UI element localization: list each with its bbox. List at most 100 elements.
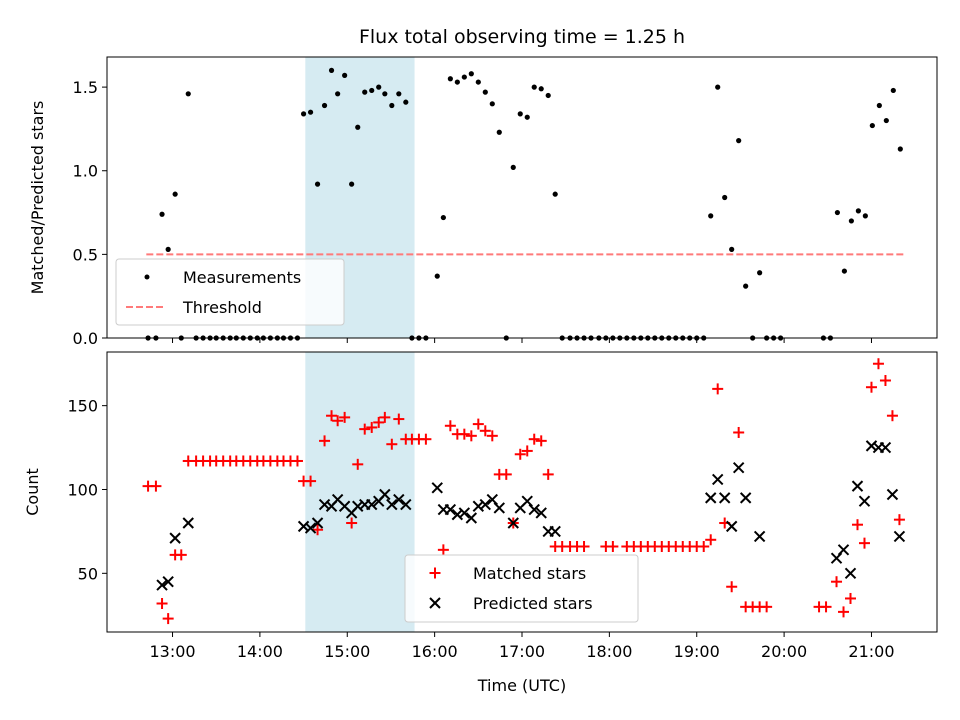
measurement-point bbox=[722, 194, 728, 201]
matched-star-point bbox=[319, 435, 331, 447]
predicted-star-point-b bbox=[851, 480, 864, 492]
legend-threshold-label: Threshold bbox=[182, 298, 262, 317]
top-y-axis-label: Matched/Predicted stars bbox=[28, 101, 47, 295]
matched-star-point bbox=[386, 438, 398, 450]
matched-star-point bbox=[175, 549, 187, 561]
predicted-star-point-b bbox=[739, 492, 752, 504]
matched-star-point bbox=[420, 433, 432, 445]
predicted-star-point bbox=[739, 492, 752, 504]
predicted-star-point-b bbox=[844, 567, 857, 580]
measurement-point bbox=[862, 213, 868, 219]
predicted-star-point bbox=[535, 507, 547, 519]
matched-star-point bbox=[514, 448, 526, 460]
matched-star-point bbox=[162, 613, 174, 625]
matched-star-point bbox=[332, 415, 344, 427]
matched-star-point bbox=[352, 458, 364, 470]
predicted-star-point-b bbox=[479, 498, 492, 511]
x-tick-label: 15:00 bbox=[324, 642, 370, 661]
matched-star-point bbox=[444, 420, 456, 432]
top-x-ticks bbox=[172, 338, 872, 343]
matched-star-point bbox=[893, 514, 905, 526]
matched-star-point bbox=[872, 358, 884, 370]
measurement-point bbox=[510, 164, 516, 170]
x-tick-label: 20:00 bbox=[761, 642, 807, 661]
matched-star-point bbox=[326, 410, 338, 422]
predicted-star-point bbox=[479, 498, 492, 511]
bottom-highlight-band bbox=[305, 352, 415, 632]
x-tick-label: 18:00 bbox=[586, 642, 632, 661]
x-tick-label: 13:00 bbox=[149, 642, 195, 661]
matched-star-point bbox=[472, 418, 484, 430]
measurement-point bbox=[890, 87, 896, 94]
y-tick-label: 50 bbox=[78, 564, 98, 583]
measurement-point bbox=[729, 246, 735, 252]
measurement-point bbox=[552, 191, 558, 197]
bottom-y-ticks: 50 100 150 bbox=[67, 397, 107, 583]
measurement-point bbox=[396, 91, 402, 97]
matched-star-point bbox=[156, 597, 168, 609]
matched-star-point bbox=[712, 383, 724, 395]
measurement-point bbox=[855, 208, 861, 214]
measurement-point bbox=[165, 246, 171, 252]
measurement-point bbox=[475, 79, 481, 85]
predicted-star-point bbox=[528, 503, 540, 516]
predicted-star-point-b bbox=[549, 525, 561, 538]
measurement-point bbox=[382, 91, 388, 97]
bottom-panel: 13:00 14:00 15:00 16:00 17:00 18:00 19:00 20:00… bbox=[23, 351, 938, 695]
predicted-star-point bbox=[851, 480, 864, 492]
predicted-stars-points bbox=[156, 440, 906, 591]
measurement-point bbox=[461, 74, 467, 80]
measurement-point bbox=[757, 270, 763, 276]
predicted-star-point-b bbox=[352, 500, 364, 512]
matched-star-point bbox=[479, 425, 491, 437]
matched-star-point bbox=[393, 413, 405, 425]
measurement-point bbox=[314, 181, 321, 187]
legend-matched-marker bbox=[429, 567, 441, 579]
x-tick-label: 14:00 bbox=[237, 642, 283, 661]
predicted-star-point bbox=[718, 492, 731, 504]
x-tick-label: 19:00 bbox=[674, 642, 720, 661]
predicted-star-point-b bbox=[732, 461, 745, 474]
measurement-point bbox=[389, 102, 395, 109]
predicted-star-point bbox=[366, 498, 378, 511]
matched-star-point bbox=[305, 475, 317, 487]
y-tick-label: 1.5 bbox=[73, 78, 98, 97]
matched-star-point bbox=[291, 455, 303, 467]
predicted-star-point bbox=[156, 579, 168, 591]
measurement-point bbox=[715, 84, 721, 90]
measurement-point bbox=[848, 218, 854, 224]
predicted-star-point bbox=[753, 530, 766, 543]
matched-star-point bbox=[359, 423, 371, 435]
measurement-point bbox=[342, 72, 348, 78]
bottom-x-ticks: 13:00 14:00 15:00 16:00 17:00 18:00 19:00 20:00… bbox=[149, 632, 895, 661]
predicted-star-point bbox=[465, 512, 478, 524]
matched-star-point bbox=[346, 517, 358, 529]
matched-star-point bbox=[845, 592, 857, 604]
matched-star-point bbox=[705, 534, 717, 546]
measurement-point bbox=[869, 122, 875, 129]
measurement-point bbox=[496, 129, 502, 135]
predicted-star-point bbox=[393, 493, 405, 506]
measurement-point bbox=[159, 211, 165, 217]
predicted-star-point-b bbox=[753, 530, 766, 543]
measurement-point bbox=[335, 91, 341, 97]
matched-star-point bbox=[865, 381, 877, 393]
predicted-star-point-b bbox=[837, 544, 850, 556]
matched-star-point bbox=[379, 411, 391, 423]
measurement-point bbox=[524, 114, 530, 120]
predicted-star-point-b bbox=[169, 532, 181, 544]
predicted-star-point bbox=[493, 502, 505, 514]
matched-star-point bbox=[528, 433, 540, 445]
predicted-star-point-b bbox=[393, 493, 405, 506]
predicted-star-point-b bbox=[879, 441, 892, 454]
top-plot-frame bbox=[106, 56, 938, 339]
matched-star-point bbox=[486, 430, 498, 442]
predicted-star-point bbox=[379, 488, 391, 501]
matched-stars-points bbox=[142, 358, 905, 625]
measurement-point bbox=[482, 89, 488, 95]
matched-star-point bbox=[831, 576, 843, 588]
predicted-star-point-b bbox=[521, 495, 533, 507]
predicted-star-point-b bbox=[725, 520, 738, 533]
matched-star-point bbox=[366, 421, 378, 433]
predicted-star-point-b bbox=[311, 517, 324, 529]
